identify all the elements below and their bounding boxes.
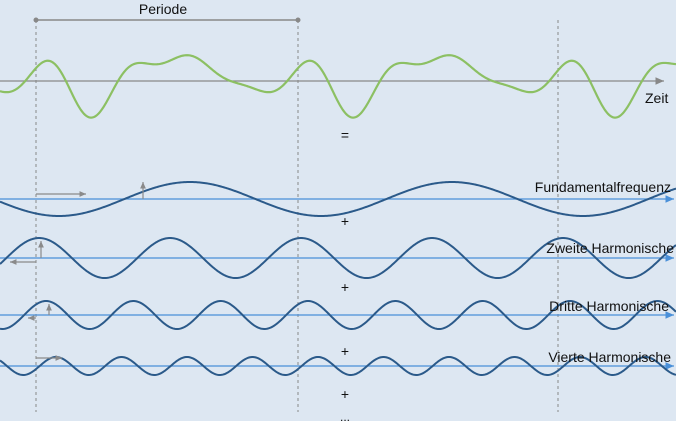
plus-sign: + — [341, 279, 349, 295]
plus-sign: + — [341, 343, 349, 359]
fourth-harmonic-wave — [0, 355, 676, 377]
fourth-harmonic-label: Vierte Harmonische — [548, 349, 671, 365]
period-bracket-end-dot — [295, 17, 301, 23]
second-harmonic-label: Zweite Harmonische — [546, 240, 674, 256]
plus-sign: + — [341, 213, 349, 229]
time-axis-label: Zeit — [645, 90, 668, 106]
plus-sign: + — [341, 386, 349, 402]
fundamental-wave — [0, 181, 676, 217]
period-bracket-start-dot — [33, 17, 39, 23]
second-harmonic-wave — [0, 236, 676, 280]
fundamental-label: Fundamentalfrequenz — [535, 179, 671, 195]
ellipsis: ... — [340, 410, 350, 421]
third-harmonic-wave — [0, 299, 676, 331]
period-label: Periode — [139, 1, 187, 17]
equals-sign: = — [341, 127, 349, 143]
third-harmonic-label: Dritte Harmonische — [549, 298, 669, 314]
composite-wave — [0, 54, 676, 119]
